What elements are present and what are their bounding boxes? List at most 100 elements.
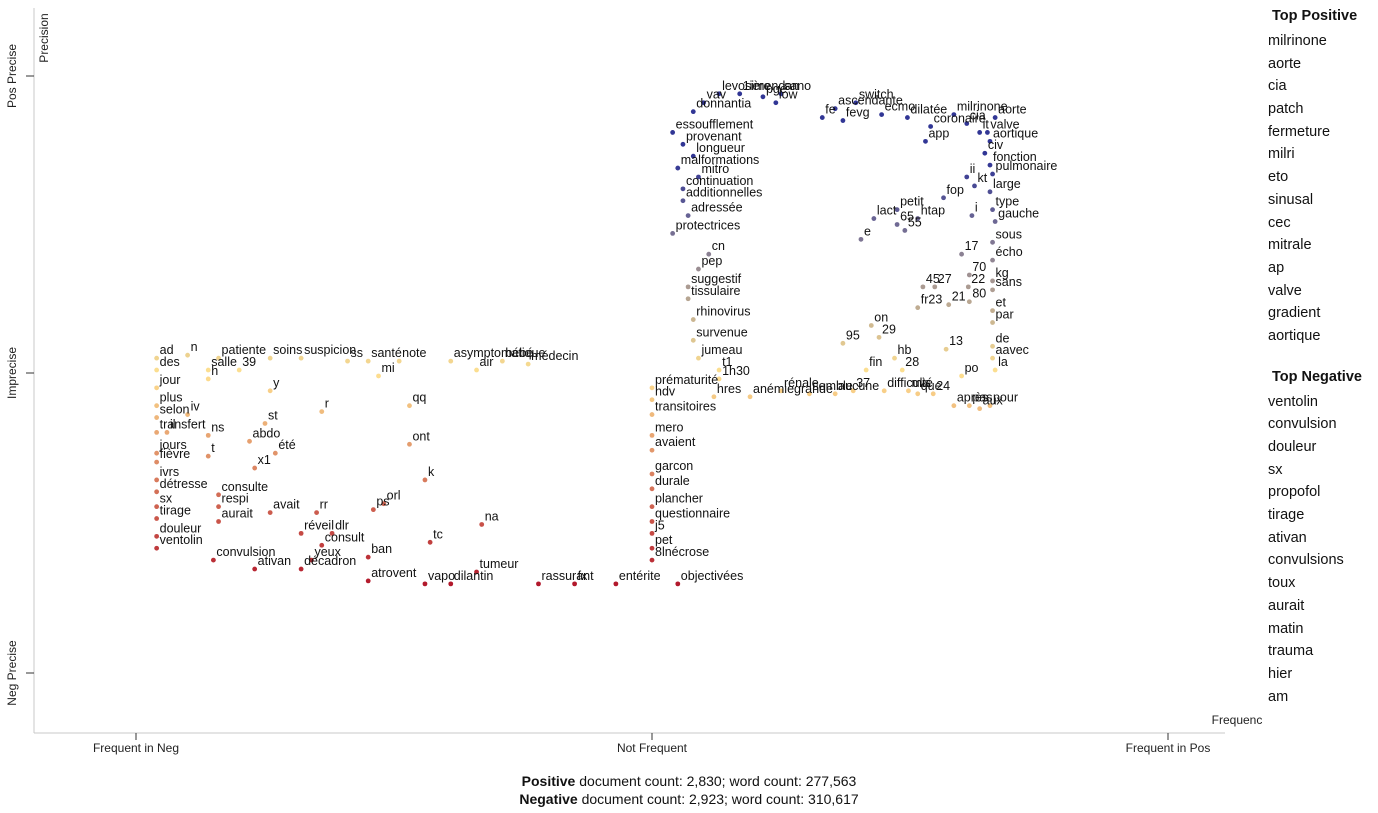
term-label: aortique <box>993 126 1038 140</box>
term-point <box>649 385 655 391</box>
term-point <box>685 284 691 290</box>
term-label: 80 <box>972 287 986 301</box>
term-label: rr <box>320 498 328 512</box>
term-label: avait <box>273 498 300 512</box>
term-point <box>649 432 655 438</box>
term-label: cn <box>712 239 725 253</box>
top-positive-term[interactable]: mitrale <box>1268 237 1312 254</box>
top-negative-term[interactable]: hier <box>1268 665 1293 682</box>
top-negative-term[interactable]: tirage <box>1268 507 1305 524</box>
term-point <box>696 266 701 272</box>
term-point <box>690 153 696 159</box>
term-label: fr23 <box>921 293 943 307</box>
term-label: pep <box>701 254 722 268</box>
top-negative-term[interactable]: convulsion <box>1268 416 1337 433</box>
top-negative-term[interactable]: douleur <box>1268 439 1317 455</box>
term-point <box>990 320 995 325</box>
term-label: ss <box>351 346 364 360</box>
term-label: 39 <box>242 355 256 369</box>
term-label: aurait <box>222 507 254 521</box>
top-positive-term[interactable]: cia <box>1268 78 1287 95</box>
term-label: écho <box>996 245 1023 259</box>
term-point <box>951 403 957 409</box>
term-point <box>309 557 314 563</box>
term-point <box>314 510 319 515</box>
term-point <box>680 186 686 192</box>
term-label: htap <box>921 204 945 218</box>
top-negative-term[interactable]: ativan <box>1268 529 1307 546</box>
term-point <box>427 539 433 545</box>
top-negative-term[interactable]: aurait <box>1268 597 1305 614</box>
term-point <box>899 367 905 373</box>
term-point <box>164 430 170 435</box>
top-positive-term[interactable]: milri <box>1268 146 1295 163</box>
term-label: plancher <box>655 492 703 506</box>
top-positive-term[interactable]: gradient <box>1268 305 1321 322</box>
top-positive-term[interactable]: sinusal <box>1268 191 1314 208</box>
top-positive-term[interactable]: eto <box>1268 169 1289 186</box>
term-point <box>381 501 387 507</box>
term-label: mis <box>911 376 930 390</box>
axes: Frequent in Neg Not Frequent Frequent in P… <box>5 8 1262 755</box>
term-label: été <box>278 438 295 452</box>
term-point <box>923 138 928 144</box>
term-point <box>972 183 977 189</box>
top-negative-term[interactable]: am <box>1268 688 1289 705</box>
term-point <box>407 403 412 409</box>
term-label: jour <box>159 373 181 387</box>
term-label: longueur <box>696 141 745 155</box>
term-point <box>649 397 655 403</box>
term-point <box>701 100 706 106</box>
term-label: civ <box>988 138 1004 152</box>
negative-label: Negative <box>519 791 578 807</box>
term-label: k <box>428 465 435 479</box>
term-point <box>881 388 887 394</box>
term-point <box>154 545 160 551</box>
top-positive-term[interactable]: patch <box>1268 101 1304 118</box>
term-point <box>946 302 952 308</box>
top-negative-term[interactable]: ventolin <box>1268 393 1318 410</box>
term-point <box>154 367 160 373</box>
term-label: 65 <box>900 210 914 224</box>
top-negative-term[interactable]: sx <box>1268 461 1283 478</box>
term-point <box>154 533 160 539</box>
term-point <box>649 557 655 563</box>
term-point <box>154 516 160 521</box>
term-label: sans <box>996 275 1022 289</box>
top-negative-term[interactable]: trauma <box>1268 643 1314 660</box>
top-positive-term[interactable]: fermeture <box>1268 123 1331 140</box>
top-positive-term[interactable]: milrinone <box>1268 33 1327 49</box>
term-label: kt <box>978 171 988 185</box>
term-point <box>992 115 998 120</box>
term-point <box>778 388 784 394</box>
top-negative-term[interactable]: convulsions <box>1268 552 1344 569</box>
top-negative-term[interactable]: matin <box>1268 620 1304 637</box>
term-point <box>649 447 655 453</box>
top-positive-term[interactable]: cec <box>1268 214 1291 231</box>
term-label: mitro <box>701 162 729 176</box>
term-label: air <box>480 355 494 369</box>
top-negative-term[interactable]: toux <box>1268 575 1296 592</box>
term-label: malformations <box>681 153 760 167</box>
term-point <box>982 150 988 156</box>
term-label: note <box>402 346 426 360</box>
term-point <box>892 355 897 361</box>
top-positive-term[interactable]: ap <box>1268 259 1285 276</box>
term-label: plus <box>160 391 183 405</box>
term-label: détresse <box>160 477 208 491</box>
term-point <box>474 367 479 373</box>
term-label: switch <box>859 88 894 102</box>
top-positive-term[interactable]: aortique <box>1268 327 1321 344</box>
term-label: hdv <box>655 385 676 399</box>
top-positive-term[interactable]: aorte <box>1268 55 1302 72</box>
top-negative-term[interactable]: propofol <box>1268 484 1321 501</box>
scatter-plot: Frequent in Neg Not Frequent Frequent in P… <box>5 8 1262 755</box>
term-label: essoufflement <box>676 117 754 131</box>
term-point <box>716 91 722 97</box>
term-label: additionnelles <box>686 186 762 200</box>
top-positive-term[interactable]: valve <box>1268 282 1302 299</box>
term-point <box>680 141 686 147</box>
term-point <box>711 394 717 400</box>
term-label: continuation <box>686 174 753 188</box>
term-label: sx <box>160 492 173 506</box>
